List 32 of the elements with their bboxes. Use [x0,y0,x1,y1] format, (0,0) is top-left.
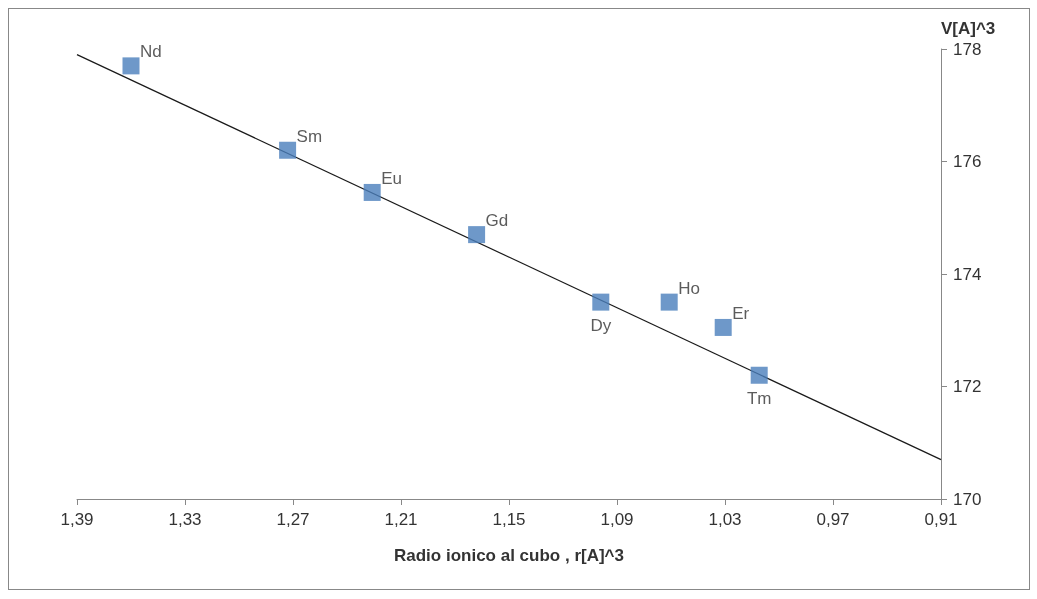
annotation: Er [732,303,750,323]
point [592,293,610,311]
annotation: Eu [381,168,402,188]
annotation: Gd [485,211,509,231]
point [750,366,768,384]
point [660,293,678,311]
annotation: Nd [140,42,162,62]
y-tick-label: 174 [953,264,982,284]
x-tick-label: 1,09 [600,510,634,529]
point [363,183,381,201]
x-tick-label: 1,39 [60,510,94,529]
y-tick-label: 176 [953,152,982,171]
annotation: Ho [678,278,700,298]
point [714,318,732,336]
y-axis-title: V[A]^3 [941,19,996,38]
y-tick-label: 172 [953,377,982,396]
x-tick-label: 1,15 [492,510,526,529]
point [122,57,140,75]
point [468,226,486,244]
x-tick-label: 0,97 [816,510,850,529]
annotation: Dy [590,316,612,336]
point [279,141,297,159]
x-tick-label: 0,91 [924,510,958,529]
x-tick-label: 1,27 [276,510,310,529]
x-tick-label: 1,21 [384,510,418,529]
y-tick-label: 178 [953,39,982,59]
x-tick-label: 1,03 [708,510,742,529]
y-tick-label: 170 [953,489,982,509]
annotation: Sm [296,126,323,146]
x-axis-title: Radio ionico al cubo , r[A]^3 [394,546,624,565]
annotation: Tm [746,389,772,409]
x-tick-label: 1,33 [168,510,202,529]
